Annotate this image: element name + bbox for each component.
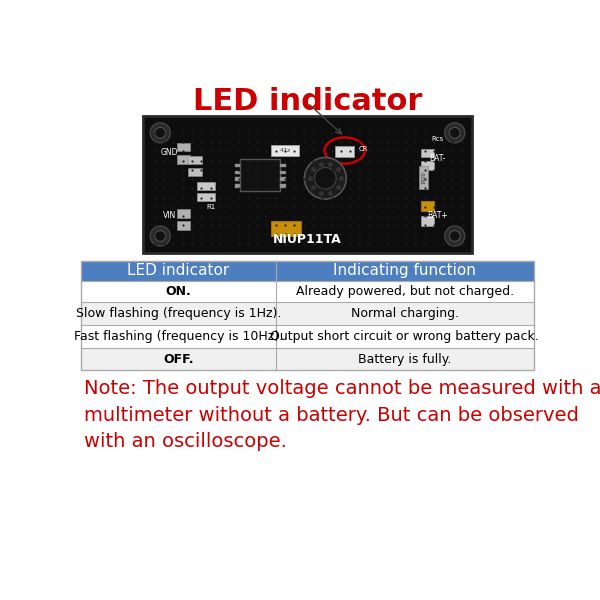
Text: LED indicator: LED indicator: [127, 263, 230, 278]
Text: Note: The output voltage cannot be measured with a
multimeter without a battery.: Note: The output voltage cannot be measu…: [84, 379, 600, 451]
Bar: [178, 221, 190, 230]
Bar: [178, 155, 190, 164]
Bar: [421, 216, 434, 226]
Text: Already powered, but not charged.: Already powered, but not charged.: [296, 285, 514, 298]
Circle shape: [445, 123, 465, 143]
Text: Indicating function: Indicating function: [334, 263, 476, 278]
Text: 1R00: 1R00: [421, 171, 426, 184]
Text: Rcs: Rcs: [431, 136, 444, 142]
Text: LED indicator: LED indicator: [193, 88, 422, 116]
Text: NIUP11TA: NIUP11TA: [273, 233, 342, 245]
Bar: [197, 182, 215, 190]
Circle shape: [304, 157, 346, 199]
Bar: [235, 170, 240, 173]
Bar: [419, 166, 428, 189]
Bar: [197, 193, 215, 200]
Bar: [81, 281, 534, 302]
Bar: [178, 143, 190, 151]
Text: BAT+: BAT+: [427, 211, 448, 220]
Bar: [235, 178, 240, 181]
Circle shape: [449, 127, 460, 138]
Circle shape: [155, 127, 166, 138]
Bar: [280, 164, 286, 167]
Text: Slow flashing (frequency is 1Hz).: Slow flashing (frequency is 1Hz).: [76, 307, 281, 320]
Bar: [81, 302, 534, 325]
Bar: [421, 200, 434, 211]
Text: ON.: ON.: [166, 285, 191, 298]
Text: Battery is fully.: Battery is fully.: [358, 353, 451, 366]
Bar: [81, 349, 534, 370]
Text: OFF.: OFF.: [163, 353, 194, 366]
Bar: [280, 178, 286, 181]
Circle shape: [155, 230, 166, 241]
Bar: [188, 156, 202, 164]
Text: Normal charging.: Normal charging.: [351, 307, 459, 320]
Bar: [280, 184, 286, 187]
Text: Fast flashing (frequency is 10Hz).: Fast flashing (frequency is 10Hz).: [74, 331, 283, 343]
Text: GND: GND: [161, 148, 178, 157]
Text: R1: R1: [207, 204, 216, 210]
Bar: [235, 164, 240, 167]
Bar: [335, 146, 354, 157]
Bar: [271, 221, 301, 236]
Text: VIN: VIN: [163, 211, 176, 220]
Bar: [240, 159, 280, 191]
Bar: [280, 170, 286, 173]
Circle shape: [445, 226, 465, 246]
Circle shape: [150, 226, 170, 246]
Bar: [188, 168, 202, 176]
Text: Output short circuit or wrong battery pack.: Output short circuit or wrong battery pa…: [271, 331, 539, 343]
Circle shape: [314, 167, 336, 189]
Bar: [143, 116, 472, 253]
Bar: [81, 260, 534, 281]
Text: 47z: 47z: [280, 148, 290, 153]
Bar: [178, 209, 190, 218]
Bar: [271, 145, 299, 156]
Text: CR: CR: [359, 146, 368, 152]
Bar: [81, 260, 534, 370]
Bar: [421, 161, 434, 170]
Circle shape: [150, 123, 170, 143]
Circle shape: [449, 230, 460, 241]
Bar: [81, 325, 534, 349]
Bar: [235, 184, 240, 187]
Text: BAT-: BAT-: [430, 154, 446, 163]
Bar: [421, 149, 434, 157]
